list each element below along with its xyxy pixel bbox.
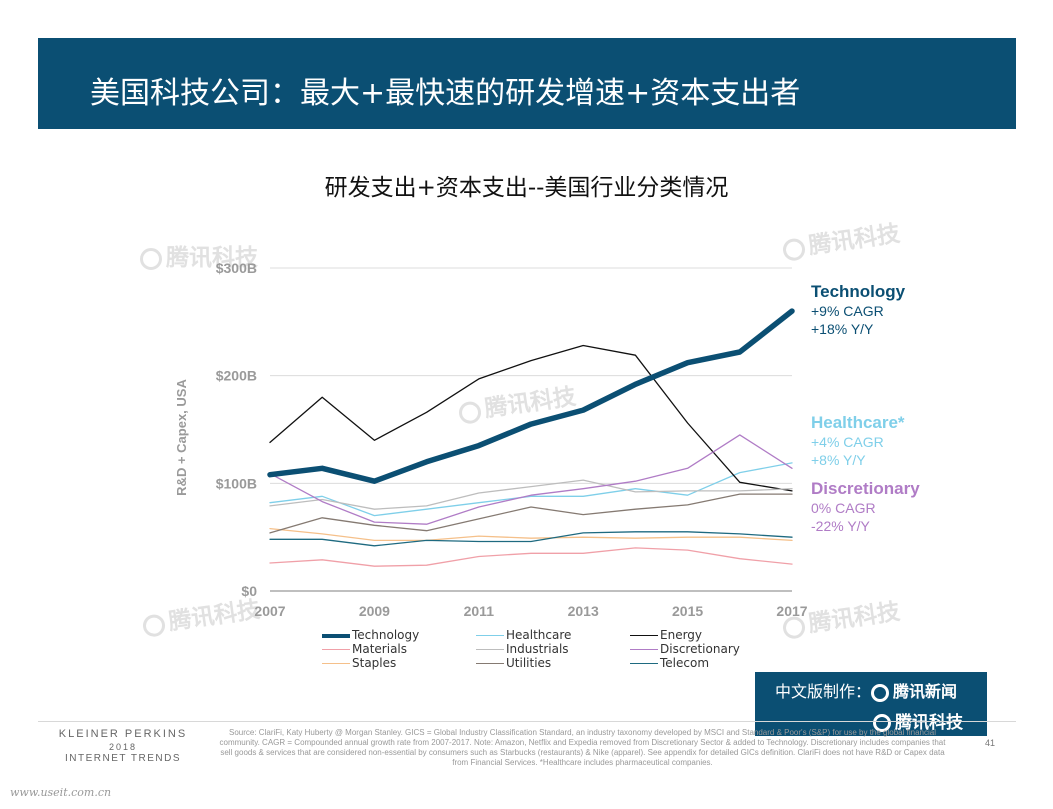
legend-item-staples: Staples [322,656,396,670]
legend-label: Materials [352,642,408,656]
legend-item-industrials: Industrials [476,642,569,656]
badge-line2: 腾讯科技 [873,708,963,733]
y-tick-label: $300B [216,260,257,276]
legend-swatch [476,662,504,665]
series-line-healthcare [269,462,793,517]
legend-swatch [322,662,350,665]
legend-item-telecom: Telecom [630,656,709,670]
annotation-cagr: +4% CAGR [811,434,884,450]
annotation-name: Healthcare* [811,413,905,432]
legend-swatch [630,634,658,637]
page-number: 41 [985,738,996,748]
chart-legend: Technology Healthcare Energy Materials Indus… [322,628,842,672]
y-tick-label: $100B [216,475,257,491]
legend-label: Utilities [506,656,552,670]
series-line-technology [267,308,795,484]
watermark-logo-icon [140,247,162,270]
page-title: 美国科技公司：最大+最快速的研发增速+资本支出者 [90,76,801,111]
kpcb-logo: KLEINER PERKINS 2018 INTERNET TRENDS [58,728,188,764]
annotation-discretionary: Discretionary 0% CAGR -22% Y/Y [811,479,920,535]
legend-swatch [630,662,658,665]
x-tick-label: 2013 [568,603,599,619]
site-watermark: www.useit.com.cn [10,786,112,799]
annotation-cagr: +9% CAGR [811,303,884,319]
y-tick-label: $0 [241,583,257,599]
y-tick-label: $200B [216,368,257,384]
annotation-technology: Technology +9% CAGR +18% Y/Y [811,282,905,338]
legend-label: Telecom [660,656,710,670]
watermark: 腾讯科技 [140,238,258,272]
annotation-yoy: +18% Y/Y [811,321,874,337]
y-axis-label: R&D + Capex, USA [174,379,189,496]
tencent-logo-icon [873,714,891,732]
series-line-energy [269,344,793,492]
annotation-yoy: -22% Y/Y [811,518,870,534]
legend-item-technology: Technology [322,628,419,642]
annotation-name: Discretionary [811,479,920,498]
legend-label: Discretionary [660,642,740,656]
legend-swatch [476,634,504,637]
legend-item-utilities: Utilities [476,656,551,670]
badge-line1: 中文版制作： 腾讯新闻 [775,682,958,702]
legend-label: Energy [660,628,703,642]
legend-swatch [630,648,658,651]
annotation-healthcare: Healthcare* +4% CAGR +8% Y/Y [811,413,905,469]
x-tick-label: 2009 [359,603,390,619]
series-line-industrials [269,479,793,510]
series-line-discretionary [269,434,793,525]
series-line-materials [269,547,793,567]
series-line-staples [269,527,793,542]
footer-divider [38,721,1016,722]
legend-item-discretionary: Discretionary [630,642,740,656]
legend-label: Technology [352,628,420,642]
x-tick-label: 2015 [672,603,703,619]
tencent-logo-icon [871,683,890,702]
annotation-cagr: 0% CAGR [811,500,876,516]
x-tick-label: 2011 [464,603,495,619]
producer-badge: 中文版制作： 腾讯新闻 腾讯科技 [755,672,987,736]
legend-item-healthcare: Healthcare [476,628,571,642]
legend-item-energy: Energy [630,628,702,642]
series-line-utilities [269,493,793,534]
legend-swatch [322,648,350,651]
legend-label: Healthcare [506,628,572,642]
source-note: Source: ClariFi, Katy Huberty @ Morgan S… [219,728,946,767]
annotation-name: Technology [811,282,906,301]
legend-swatch [476,648,504,651]
annotation-yoy: +8% Y/Y [811,452,866,468]
series-line-telecom [269,531,793,547]
x-tick-label: 2007 [254,603,285,619]
x-tick-label: 2017 [776,603,807,619]
legend-swatch [322,633,350,638]
legend-label: Industrials [506,642,569,656]
title-banner: 美国科技公司：最大+最快速的研发增速+资本支出者 [38,38,1016,129]
legend-item-materials: Materials [322,642,407,656]
chart-title: 研发支出+资本支出--美国行业分类情况 [324,175,729,201]
legend-label: Staples [352,656,397,670]
